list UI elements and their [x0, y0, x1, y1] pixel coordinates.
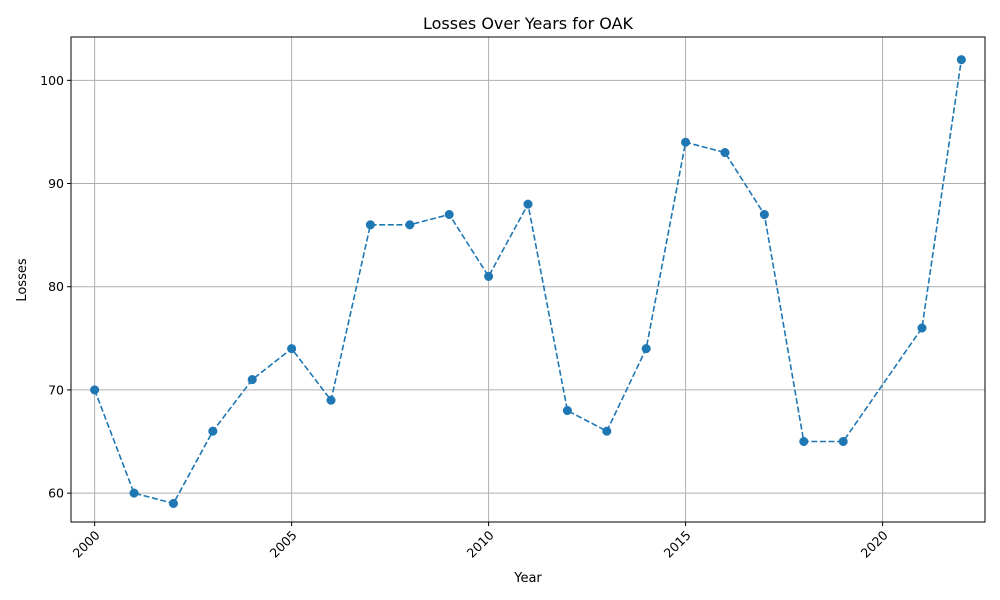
- axes: 2000 2005 2010 2015 2020 60 70 80 90 100: [40, 36, 986, 561]
- data-point: [562, 406, 572, 416]
- series-line: [93, 59, 963, 505]
- x-tick-label: 2000: [70, 527, 103, 560]
- data-point: [208, 426, 218, 436]
- data-point: [247, 375, 257, 385]
- data-point: [405, 220, 415, 230]
- x-axis-label: Year: [513, 571, 542, 586]
- y-tick-label: 70: [48, 382, 64, 397]
- data-point: [759, 209, 769, 220]
- data-point: [838, 436, 848, 447]
- data-point: [365, 220, 375, 230]
- data-point: [129, 488, 139, 498]
- data-point: [641, 344, 651, 354]
- data-point: [602, 426, 612, 436]
- x-tick-label: 2005: [267, 528, 300, 561]
- data-point: [484, 271, 494, 281]
- y-tick-label: 80: [48, 279, 64, 294]
- plot-frame: [70, 36, 986, 523]
- y-tick-label: 60: [48, 486, 64, 501]
- data-point: [956, 55, 966, 65]
- data-point: [799, 436, 809, 447]
- x-tick-label: 2015: [661, 528, 694, 561]
- data-point: [444, 209, 454, 220]
- data-point: [720, 148, 730, 158]
- data-point: [90, 385, 100, 395]
- y-tick-label: 100: [40, 73, 64, 88]
- series-layer: [90, 55, 966, 508]
- chart-title: Losses Over Years for OAK: [423, 14, 634, 33]
- data-point: [681, 137, 691, 147]
- data-point: [287, 344, 297, 354]
- x-tick-label: 2010: [464, 527, 497, 560]
- y-tick-label: 90: [48, 176, 64, 191]
- data-point: [326, 395, 336, 405]
- x-tick-label: 2020: [858, 527, 891, 560]
- data-point: [523, 199, 533, 209]
- grid: [71, 37, 985, 522]
- data-point: [168, 498, 178, 508]
- data-point: [917, 323, 927, 333]
- y-axis-label: Losses: [15, 258, 30, 302]
